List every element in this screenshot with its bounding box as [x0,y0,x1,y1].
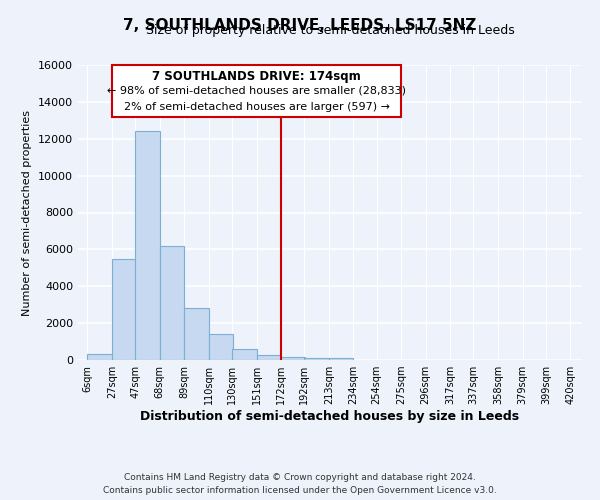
Bar [160,246,184,360]
Text: 2% of semi-detached houses are larger (597) →: 2% of semi-detached houses are larger (5… [124,102,389,113]
Bar [135,132,160,360]
Y-axis label: Number of semi-detached properties: Number of semi-detached properties [22,110,32,316]
Bar [209,334,233,360]
Text: 7 SOUTHLANDS DRIVE: 174sqm: 7 SOUTHLANDS DRIVE: 174sqm [152,70,361,82]
Text: ← 98% of semi-detached houses are smaller (28,833): ← 98% of semi-detached houses are smalle… [107,86,406,96]
Bar [304,358,329,360]
Text: 7, SOUTHLANDS DRIVE, LEEDS, LS17 5NZ: 7, SOUTHLANDS DRIVE, LEEDS, LS17 5NZ [124,18,476,32]
FancyBboxPatch shape [112,65,401,116]
Bar [88,354,112,360]
Bar [112,258,136,360]
Bar [257,356,281,360]
Title: Size of property relative to semi-detached houses in Leeds: Size of property relative to semi-detach… [146,24,514,38]
Bar [232,349,257,360]
Bar [184,308,209,360]
Bar [329,358,353,360]
Bar [281,357,305,360]
X-axis label: Distribution of semi-detached houses by size in Leeds: Distribution of semi-detached houses by … [140,410,520,423]
Text: Contains HM Land Registry data © Crown copyright and database right 2024.
Contai: Contains HM Land Registry data © Crown c… [103,474,497,495]
